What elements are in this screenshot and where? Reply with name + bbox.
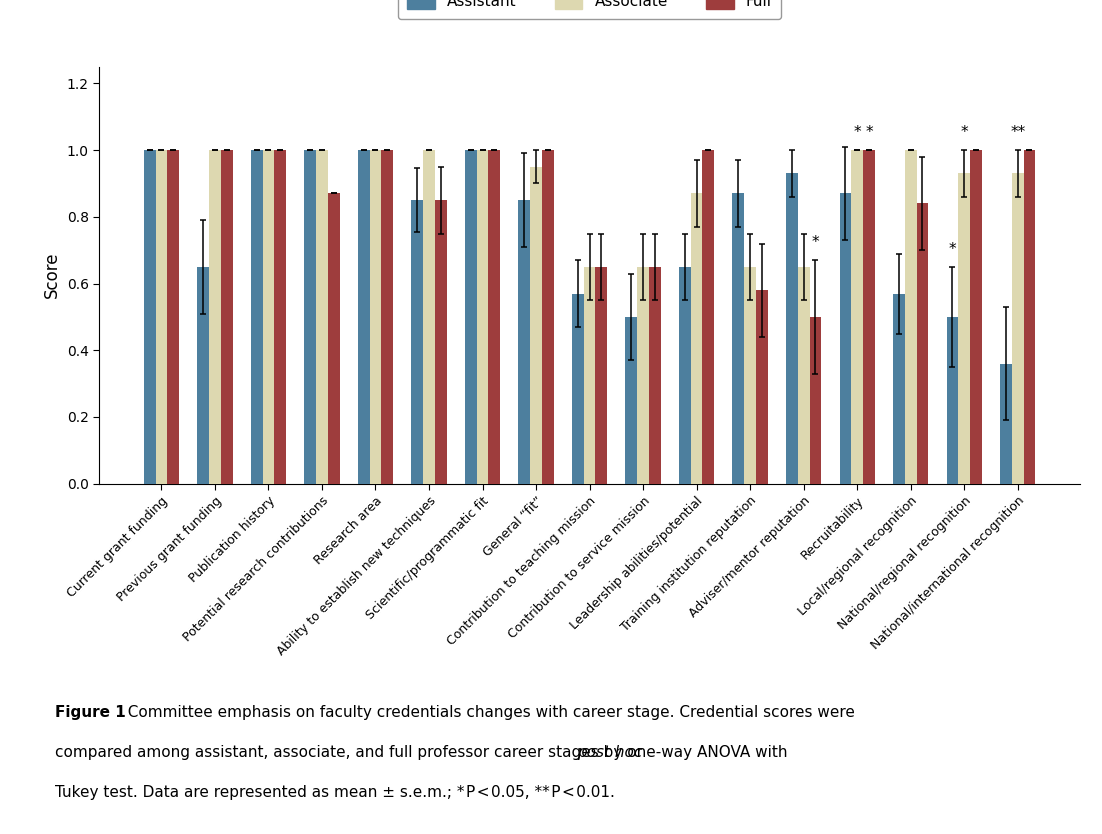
Bar	[316, 150, 328, 484]
Bar	[810, 317, 821, 484]
Text: post hoc: post hoc	[577, 745, 642, 760]
Bar	[1000, 364, 1012, 484]
Bar	[947, 317, 959, 484]
Text: Committee emphasis on faculty credentials changes with career stage. Credential : Committee emphasis on faculty credential…	[119, 705, 855, 720]
Text: *: *	[949, 242, 957, 257]
Bar	[328, 193, 339, 484]
Bar	[155, 150, 168, 484]
Bar	[530, 167, 542, 484]
Bar	[637, 267, 649, 484]
Bar	[209, 150, 220, 484]
Bar	[959, 173, 970, 484]
Bar	[893, 294, 905, 484]
Bar	[863, 150, 875, 484]
Bar	[1012, 173, 1024, 484]
Bar	[262, 150, 274, 484]
Y-axis label: Score: Score	[43, 252, 62, 299]
Bar	[1024, 150, 1036, 484]
Bar	[369, 150, 381, 484]
Bar	[423, 150, 435, 484]
Bar	[477, 150, 488, 484]
Legend: Assistant, Associate, Full: Assistant, Associate, Full	[398, 0, 781, 18]
Bar	[691, 193, 702, 484]
Text: **: **	[1011, 125, 1025, 140]
Bar	[168, 150, 180, 484]
Bar	[756, 290, 768, 484]
Bar	[518, 200, 530, 484]
Bar	[143, 150, 155, 484]
Bar	[917, 203, 928, 484]
Bar	[905, 150, 917, 484]
Bar	[411, 200, 423, 484]
Bar	[970, 150, 982, 484]
Text: *: *	[853, 125, 861, 140]
Text: Figure 1: Figure 1	[55, 705, 126, 720]
Text: *: *	[811, 235, 819, 250]
Text: compared among assistant, associate, and full professor career stages by one-way: compared among assistant, associate, and…	[55, 745, 792, 760]
Bar	[584, 267, 595, 484]
Bar	[744, 267, 756, 484]
Bar	[649, 267, 661, 484]
Bar	[798, 267, 810, 484]
Bar	[435, 200, 446, 484]
Bar	[542, 150, 553, 484]
Bar	[702, 150, 714, 484]
Bar	[358, 150, 369, 484]
Bar	[851, 150, 863, 484]
Bar	[733, 193, 744, 484]
Bar	[304, 150, 316, 484]
Bar	[679, 267, 691, 484]
Text: *: *	[865, 125, 873, 140]
Bar	[465, 150, 477, 484]
Bar	[488, 150, 500, 484]
Bar	[220, 150, 233, 484]
Text: *: *	[960, 125, 968, 140]
Text: Tukey test. Data are represented as mean ± s.e.m.; * P < 0.05, ** P < 0.01.: Tukey test. Data are represented as mean…	[55, 785, 615, 800]
Bar	[786, 173, 798, 484]
Bar	[197, 267, 209, 484]
Bar	[381, 150, 393, 484]
Bar	[595, 267, 607, 484]
Bar	[251, 150, 262, 484]
Bar	[274, 150, 287, 484]
Bar	[626, 317, 637, 484]
Bar	[840, 193, 851, 484]
Bar	[572, 294, 584, 484]
